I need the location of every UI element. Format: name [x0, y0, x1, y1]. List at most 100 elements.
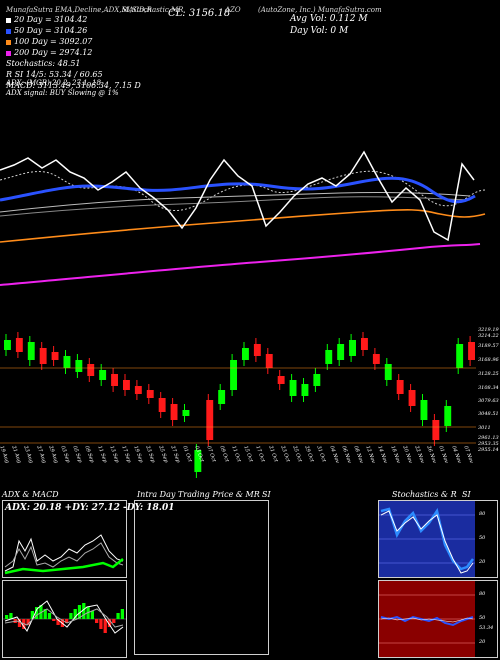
candle-body: [349, 340, 356, 356]
macd-bar: [5, 615, 9, 619]
ema200-line: [0, 243, 481, 286]
ema100-label: 100 Day = 3092.07: [14, 37, 93, 46]
date-label: 18 Nov: [388, 445, 401, 465]
candle-body: [15, 338, 23, 352]
date-label: 09 Sep: [83, 445, 96, 464]
date-axis: 19 Aug 21 Aug 23 Aug 27 Aug 29 Aug 03 Sep 05 S…: [0, 445, 476, 485]
candle-body: [27, 342, 35, 360]
date-label: 21 Aug: [10, 445, 23, 464]
candle-body: [230, 360, 237, 390]
ema100-line-2: [0, 196, 471, 217]
macd-bar: [39, 605, 43, 619]
stoch-title: Stochastics & R: [392, 490, 457, 499]
candle-body: [206, 400, 214, 440]
candle-body: [39, 348, 47, 364]
intraday-title: Intra Day Trading Price & MR: [137, 490, 260, 499]
date-label: 29 Oct: [303, 445, 315, 463]
ema20-label: 20 Day = 3104.42: [14, 15, 88, 24]
date-label: 23 Oct: [279, 445, 291, 463]
stochastics-panel: 80 50 20: [378, 500, 498, 578]
price-axis: 3219.19 3214.22 3189.57 3168.96 3128.25 …: [478, 327, 500, 457]
stoch-axis-20: 20: [479, 559, 486, 565]
candle-body: [420, 400, 428, 420]
date-label: 19 Sep: [132, 445, 145, 464]
stoch-suffix: SI: [462, 490, 471, 499]
ema100-swatch: [6, 40, 11, 45]
intraday-suffix: SI: [262, 490, 271, 499]
date-label: 19 Aug: [0, 445, 11, 464]
macd-bar: [82, 603, 86, 619]
macd-bar: [26, 619, 30, 625]
date-label: 03 Sep: [59, 445, 72, 464]
candle-body: [158, 398, 166, 412]
macd-panel: [2, 580, 127, 658]
ema20-swatch: [6, 18, 11, 23]
rsi-axis-80: 80: [479, 591, 486, 597]
date-label: 26 Nov: [425, 445, 438, 465]
axis-label: 3214.22: [478, 333, 499, 339]
date-label: 27 Aug: [34, 445, 47, 464]
macd-bar: [116, 613, 120, 619]
date-label: 05 Sep: [71, 445, 84, 464]
macd-bar: [30, 611, 34, 619]
candle-body: [218, 390, 226, 404]
ema200-swatch: [6, 51, 11, 56]
rsi-label: R SI 14/5: 53.34 / 60.65: [6, 70, 103, 79]
adx-signal-label: ADX signal: BUY Slowing @ 1%: [6, 89, 119, 97]
date-label: 07 Oct: [205, 445, 218, 463]
axis-label: 3128.25: [478, 371, 499, 377]
ema200-label: 200 Day = 2974.12: [14, 48, 93, 57]
candle-body: [63, 356, 71, 368]
date-label: 21 Oct: [266, 445, 279, 463]
macd-chart: [3, 600, 126, 634]
candle-body: [456, 344, 464, 368]
candle-body: [361, 338, 368, 350]
date-label: 11 Sep: [96, 445, 108, 464]
date-label: 01 Oct: [181, 445, 193, 463]
date-label: 22 Nov: [413, 445, 426, 465]
candle-body: [111, 374, 118, 386]
candle-body: [384, 364, 392, 380]
date-label: 06 Nov: [340, 445, 352, 465]
macd-bar: [47, 613, 52, 619]
ema20-line: [0, 176, 476, 204]
adx-values: ADX: 20.18 +DY: 27.12 -DY: 18.01: [5, 503, 175, 513]
macd-bar: [90, 611, 94, 619]
date-label: 09 Oct: [218, 445, 230, 463]
candle-body: [75, 360, 83, 372]
candle-body: [277, 376, 285, 384]
ema50-swatch: [6, 29, 11, 34]
ema50-line: [0, 209, 486, 243]
macd-label: MACD: 3113.49, 3106.34, 7.15 D: [6, 81, 141, 90]
macd-bar: [43, 609, 47, 619]
close-price: CL: 3156.18: [168, 8, 231, 19]
date-label: 04 Nov: [327, 445, 340, 465]
stoch-axis-50: 50: [479, 535, 486, 541]
axis-label: 3011: [478, 425, 491, 431]
candle-body: [265, 354, 273, 368]
candlestick-chart: [0, 332, 476, 478]
date-label: 23 Sep: [144, 445, 157, 464]
macd-bar: [52, 619, 56, 621]
candle-body: [51, 352, 59, 360]
candle-body: [396, 380, 404, 394]
macd-bar: [112, 619, 116, 623]
ema-chart: [0, 150, 486, 286]
candle-body: [444, 406, 452, 426]
axis-label: 3219.19: [478, 327, 499, 333]
date-label: 25 Sep: [157, 445, 169, 464]
candle-body: [313, 374, 321, 386]
candle-body: [253, 344, 261, 356]
date-label: 14 Nov: [376, 445, 389, 465]
macd-bar: [77, 605, 82, 619]
candle-body: [408, 390, 416, 406]
date-label: 17 Oct: [254, 445, 267, 463]
candle-body: [146, 390, 154, 398]
macd-bar: [9, 613, 13, 619]
candle-body: [182, 410, 190, 416]
candle-body: [194, 450, 202, 472]
candle-body: [87, 364, 95, 376]
rsi-value: 53.34: [479, 625, 494, 631]
candle-body: [4, 340, 11, 350]
date-label: 12 Nov: [364, 445, 377, 465]
